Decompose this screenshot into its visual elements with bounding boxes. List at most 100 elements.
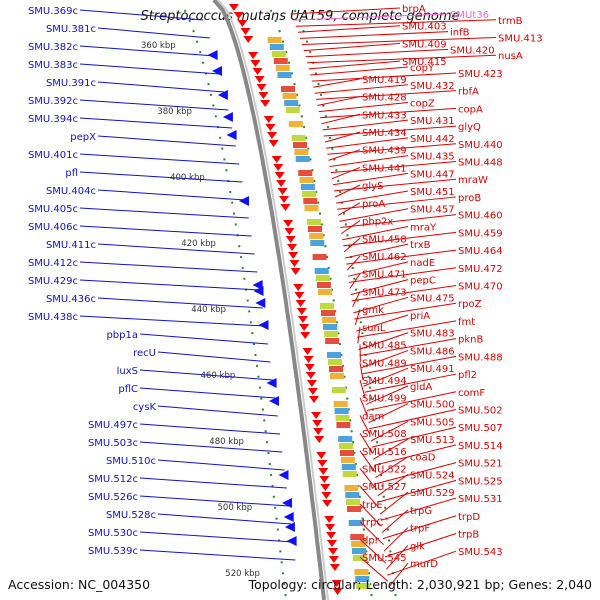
gene-block bbox=[314, 268, 329, 274]
forward-gene-arrow bbox=[303, 356, 314, 363]
label-connector bbox=[97, 27, 210, 39]
gene-block bbox=[273, 58, 288, 64]
ruler-label: 480 kbp bbox=[209, 437, 244, 447]
left-gene-label: SMU.510c bbox=[106, 456, 156, 467]
forward-gene-arrow bbox=[265, 124, 276, 131]
label-connector bbox=[359, 556, 389, 582]
reverse-gene-arrow bbox=[286, 536, 297, 546]
forward-gene-arrow bbox=[263, 116, 274, 123]
label-connector bbox=[366, 391, 457, 411]
forward-gene-arrow bbox=[297, 316, 308, 323]
left-gene-label: SMU.412c bbox=[28, 258, 78, 269]
label-connector bbox=[353, 296, 409, 314]
label-connector bbox=[79, 117, 233, 129]
right-gene-label: SMU.500 bbox=[410, 400, 455, 411]
right-gene-label: mraY bbox=[410, 222, 437, 233]
right-gene-label: SMU.428 bbox=[362, 93, 407, 104]
gene-block bbox=[282, 93, 297, 99]
forward-gene-arrow bbox=[285, 236, 296, 243]
label-connector bbox=[301, 37, 497, 45]
label-connector bbox=[79, 63, 221, 75]
forward-gene-arrow bbox=[268, 140, 279, 147]
label-connector bbox=[343, 231, 457, 247]
reverse-gene-arrow bbox=[239, 196, 249, 206]
label-connector bbox=[359, 450, 376, 472]
left-gene-label: SMU.394c bbox=[28, 114, 78, 125]
left-gene-label: SMU.383c bbox=[28, 60, 78, 71]
right-gene-label: coaD bbox=[410, 453, 436, 464]
label-connector bbox=[79, 99, 229, 111]
right-gene-label: dpr bbox=[362, 535, 380, 546]
right-gene-label: SMU.491 bbox=[410, 364, 455, 375]
label-connector bbox=[139, 531, 294, 543]
left-gene-label: SMU.436c bbox=[46, 294, 96, 305]
gene-block bbox=[339, 443, 354, 449]
forward-gene-arrow bbox=[328, 556, 339, 563]
right-gene-label: SMU.448 bbox=[458, 158, 503, 169]
right-gene-label: SMU.522 bbox=[362, 465, 407, 476]
label-connector bbox=[297, 25, 401, 33]
forward-gene-arrow bbox=[276, 180, 287, 187]
left-gene-label: SMU.381c bbox=[46, 24, 96, 35]
reverse-gene-arrow bbox=[222, 112, 233, 122]
gene-block bbox=[291, 135, 306, 141]
gene-block bbox=[352, 555, 367, 561]
reverse-gene-arrow bbox=[253, 286, 264, 296]
right-gene-label: SMU.439 bbox=[362, 146, 407, 157]
forward-gene-arrow bbox=[260, 100, 271, 107]
right-gene-label: SMU.505 bbox=[410, 417, 455, 428]
left-gene-label: SMU.497c bbox=[88, 420, 138, 431]
gene-block bbox=[341, 464, 356, 470]
forward-gene-arrow bbox=[280, 204, 291, 211]
label-connector bbox=[321, 113, 361, 125]
label-connector bbox=[295, 19, 497, 27]
label-connector bbox=[157, 405, 278, 417]
gene-block bbox=[277, 72, 292, 78]
forward-gene-arrow bbox=[289, 260, 300, 267]
ruler-label: 420 kbp bbox=[181, 239, 216, 249]
gene-block bbox=[344, 485, 359, 491]
gene-block bbox=[309, 233, 324, 239]
label-connector bbox=[359, 468, 378, 491]
label-connector bbox=[139, 369, 273, 381]
right-gene-label: SMU.447 bbox=[410, 169, 455, 180]
gene-block bbox=[338, 436, 353, 442]
reverse-gene-arrow bbox=[266, 378, 277, 388]
forward-gene-arrow bbox=[307, 388, 318, 395]
label-connector bbox=[324, 131, 361, 143]
label-connector bbox=[350, 279, 409, 296]
ruler-label: 520 kbp bbox=[225, 569, 260, 579]
label-connector bbox=[359, 338, 457, 357]
gene-block bbox=[342, 471, 357, 477]
gene-block bbox=[356, 583, 371, 589]
gene-block bbox=[320, 303, 334, 309]
right-gene-label: SMU.488 bbox=[458, 352, 503, 363]
label-connector bbox=[79, 225, 252, 237]
gene-block bbox=[302, 191, 317, 197]
right-gene-label: SMU.458 bbox=[362, 234, 407, 245]
label-connector bbox=[79, 279, 261, 291]
gene-block bbox=[294, 149, 309, 155]
reverse-gene-arrow bbox=[212, 66, 222, 76]
forward-gene-arrow bbox=[296, 308, 307, 315]
label-connector bbox=[388, 562, 409, 588]
ruler-label: 400 kbp bbox=[170, 173, 205, 183]
forward-gene-arrow bbox=[305, 372, 316, 379]
forward-gene-arrow bbox=[304, 364, 315, 371]
forward-gene-arrow bbox=[331, 580, 342, 587]
right-gene-label: SMU.486 bbox=[410, 346, 455, 357]
label-connector bbox=[359, 539, 387, 564]
forward-gene-arrow bbox=[314, 436, 325, 443]
label-connector bbox=[305, 48, 449, 58]
left-gene-label: SMU.411c bbox=[46, 240, 96, 251]
right-gene-label: SMU.475 bbox=[410, 293, 455, 304]
forward-gene-arrow bbox=[290, 268, 301, 275]
forward-gene-arrow bbox=[320, 484, 331, 491]
gene-block bbox=[308, 226, 322, 232]
left-gene-label: SMU.503c bbox=[88, 438, 138, 449]
label-connector bbox=[97, 81, 225, 93]
right-gene-label: pknB bbox=[458, 335, 483, 346]
gene-block bbox=[271, 51, 286, 57]
forward-gene-arrow bbox=[252, 68, 263, 75]
forward-gene-arrow bbox=[295, 300, 306, 307]
